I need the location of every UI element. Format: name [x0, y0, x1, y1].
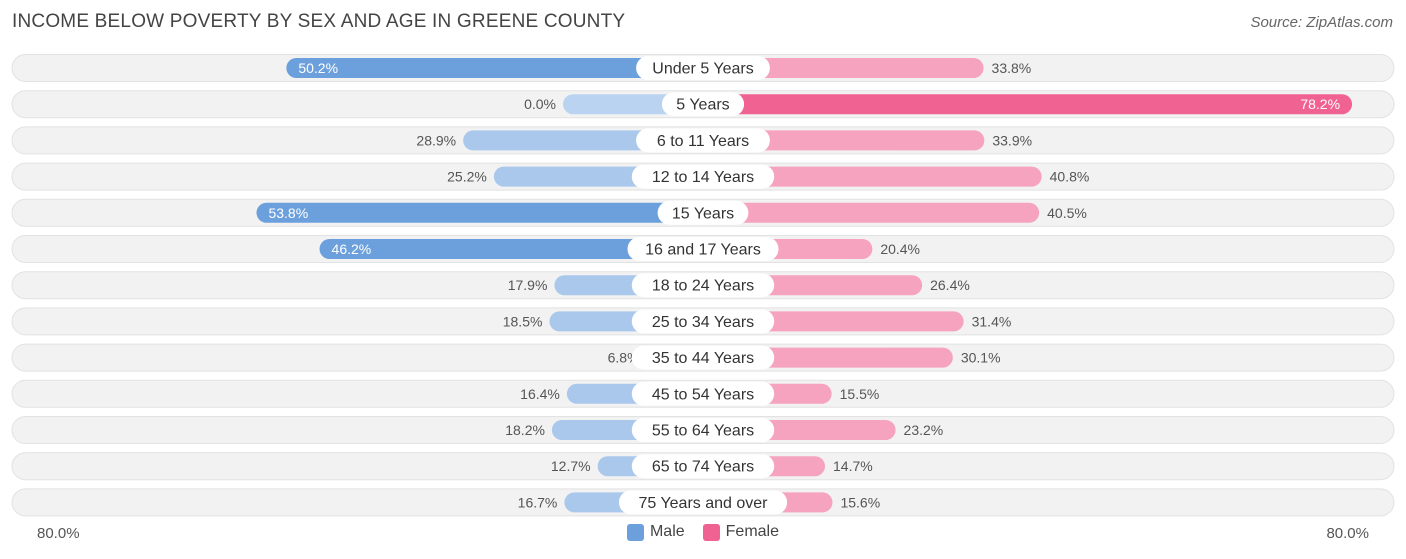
value-label-male: 18.5%	[503, 313, 543, 329]
chart-title: INCOME BELOW POVERTY BY SEX AND AGE IN G…	[12, 11, 626, 32]
legend-item-female[interactable]: Female	[702, 523, 780, 541]
category-pill	[618, 490, 788, 515]
category-pill	[631, 273, 775, 298]
category-pill	[636, 56, 770, 80]
bar-female	[703, 202, 1040, 223]
legend-item-male[interactable]: Male	[626, 523, 685, 541]
value-label-male: 6.8%	[608, 350, 640, 366]
value-label-female: 33.8%	[992, 60, 1032, 76]
category-pill	[627, 237, 779, 261]
value-label-male: 0.0%	[524, 96, 556, 112]
value-label-male: 16.4%	[520, 386, 560, 402]
value-label-male: 17.9%	[508, 277, 548, 293]
value-label-female: 23.2%	[904, 422, 944, 438]
category-pill	[636, 128, 770, 153]
category-pill	[631, 418, 775, 442]
legend-swatch-male	[626, 523, 644, 541]
category-label: 18 to 24 Years	[652, 278, 754, 295]
value-label-female: 15.5%	[840, 386, 880, 402]
bar-female	[703, 166, 1042, 187]
category-label: 16 and 17 Years	[645, 242, 761, 259]
category-label: Under 5 Years	[652, 61, 753, 78]
value-label-male: 18.2%	[505, 422, 545, 438]
category-pill	[661, 92, 745, 117]
value-label-female: 78.2%	[1300, 96, 1340, 112]
category-label: 35 to 44 Years	[652, 350, 754, 367]
value-label-male: 12.7%	[551, 458, 591, 474]
category-label: 12 to 14 Years	[652, 169, 754, 186]
category-label: 15 Years	[672, 205, 734, 222]
category-label: 5 Years	[676, 97, 729, 114]
category-label: 75 Years and over	[639, 495, 769, 512]
axis-right-label: 80.0%	[1326, 525, 1369, 542]
value-label-female: 40.5%	[1047, 205, 1087, 221]
category-label: 6 to 11 Years	[657, 133, 749, 150]
category-label: 65 to 74 Years	[652, 459, 754, 476]
value-label-female: 14.7%	[833, 458, 873, 474]
axis-left-label: 80.0%	[37, 525, 80, 542]
category-pill	[657, 200, 749, 225]
value-label-female: 30.1%	[961, 350, 1001, 366]
category-label: 45 to 54 Years	[652, 386, 754, 403]
value-label-female: 31.4%	[972, 313, 1012, 329]
category-label: 55 to 64 Years	[652, 423, 754, 440]
bar-male	[286, 58, 703, 78]
category-pill	[631, 164, 775, 189]
legend-label-male: Male	[649, 523, 685, 540]
bar-male	[256, 202, 703, 223]
bar-female	[703, 58, 984, 78]
category-pill	[631, 309, 775, 334]
value-label-male: 28.9%	[416, 132, 456, 148]
category-pill	[631, 381, 775, 406]
category-label: 25 to 34 Years	[652, 314, 754, 331]
bar-female	[703, 94, 1353, 115]
value-label-male: 16.7%	[518, 494, 558, 510]
value-label-female: 20.4%	[880, 241, 920, 257]
source-label: Source: ZipAtlas.com	[1250, 14, 1393, 31]
poverty-chart: 50.2% 33.8% Under 5 Years 0.0% 78.2% 5 Years 2…	[11, 54, 1395, 517]
legend: Male Female	[0, 523, 1406, 541]
value-label-female: 26.4%	[930, 277, 970, 293]
value-label-female: 40.8%	[1050, 169, 1090, 185]
bar-male	[319, 239, 703, 259]
category-pill	[631, 454, 775, 479]
category-pill	[631, 345, 775, 370]
value-label-male: 50.2%	[298, 60, 338, 76]
legend-swatch-female	[702, 523, 720, 541]
legend-label-female: Female	[725, 523, 780, 540]
value-label-male: 53.8%	[268, 205, 308, 221]
value-label-female: 15.6%	[840, 494, 880, 510]
value-label-male: 46.2%	[332, 241, 372, 257]
bar-female	[703, 130, 985, 151]
value-label-male: 25.2%	[447, 169, 487, 185]
value-label-female: 33.9%	[992, 132, 1032, 148]
